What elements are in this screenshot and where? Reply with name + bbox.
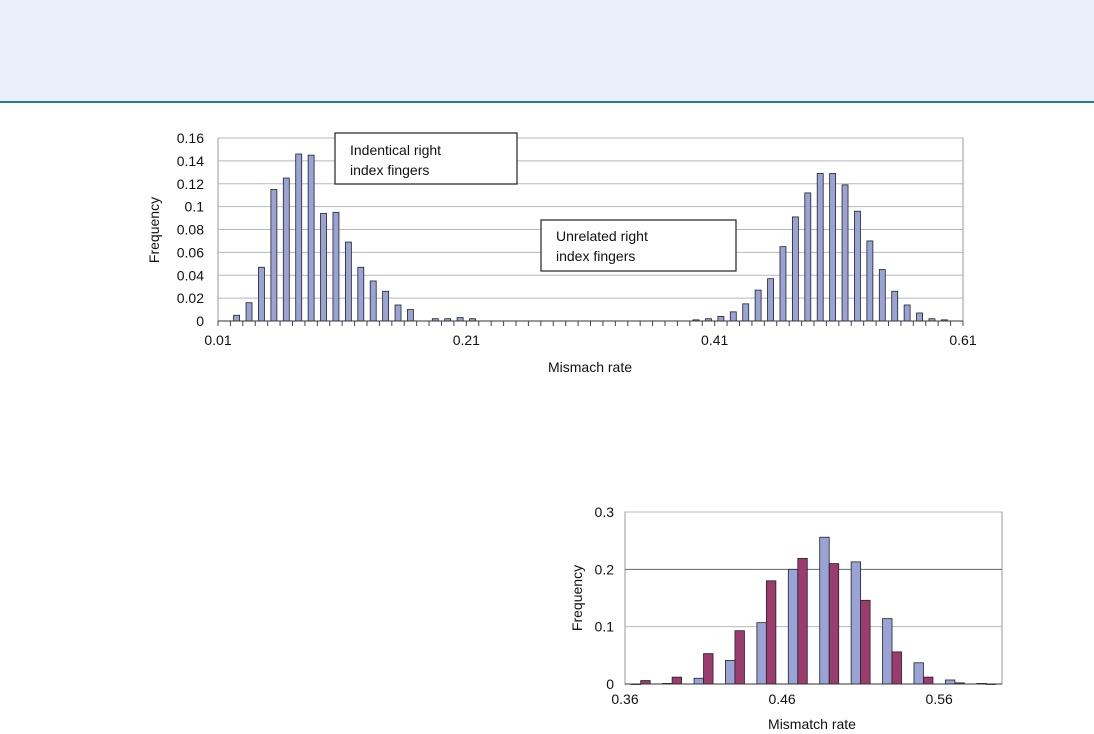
annotation-identical-line-2: index fingers bbox=[350, 162, 429, 178]
chart-2-bar bbox=[860, 599, 871, 685]
chart-2: 0 0.1 0.2 0.3 0.36 0.46 0.56 Mismatch rate Fr… bbox=[569, 504, 1003, 732]
chart-1-bar bbox=[282, 177, 290, 322]
chart-1-bar bbox=[344, 241, 352, 322]
chart-2-y-axis-title: Frequency bbox=[569, 565, 585, 631]
chart-1-bar bbox=[903, 304, 911, 322]
chart-1-y-tick-label: 0.14 bbox=[177, 153, 204, 169]
chart-2-bar bbox=[765, 580, 777, 685]
chart-1-y-tick-label: 0.08 bbox=[177, 222, 204, 238]
chart-1-y-tick-label: 0.02 bbox=[177, 290, 204, 306]
chart-2-bar bbox=[703, 653, 714, 685]
chart-1-bar bbox=[854, 210, 861, 322]
chart-1-y-tick-label: 0.06 bbox=[177, 244, 204, 260]
chart-1-x-ticks bbox=[217, 321, 964, 326]
chart-1-bar bbox=[804, 192, 812, 322]
chart-1-y-tick-label: 0.16 bbox=[177, 130, 204, 146]
chart-1-bar bbox=[816, 173, 824, 322]
chart-1-bar bbox=[754, 289, 762, 322]
chart-2-bar bbox=[850, 561, 862, 685]
chart-1-bar bbox=[878, 269, 886, 322]
top-rule bbox=[0, 101, 1094, 103]
chart-1-bar bbox=[841, 184, 849, 322]
chart-2-bar bbox=[734, 630, 745, 685]
chart-1-bar bbox=[742, 303, 750, 322]
chart-1-bar bbox=[307, 154, 315, 322]
chart-1-bar bbox=[382, 290, 390, 322]
chart-1-bar bbox=[320, 213, 327, 322]
chart-2-bar bbox=[787, 568, 799, 685]
chart-1-x-tick-label: 0.01 bbox=[204, 332, 231, 348]
chart-1-x-tick-label: 0.41 bbox=[701, 332, 728, 348]
chart-1-x-tick-label: 0.61 bbox=[949, 332, 976, 348]
chart-1-bar bbox=[866, 240, 874, 322]
chart-1-bar bbox=[233, 314, 241, 322]
chart-1-y-tick-labels: 0 0.02 0.04 0.06 0.08 0.1 0.12 0.14 0.16 bbox=[177, 130, 204, 329]
chart-2-x-tick-label: 0.46 bbox=[768, 691, 795, 707]
chart-1-bar bbox=[891, 290, 899, 322]
chart-1-y-axis-title: Frequency bbox=[146, 197, 162, 263]
chart-2-bar bbox=[693, 677, 704, 685]
chart-2-y-tick-label: 0 bbox=[606, 676, 614, 692]
annotation-unrelated-line-2: index fingers bbox=[556, 248, 635, 264]
annotation-identical-line-1: Indentical right bbox=[350, 142, 441, 158]
chart-2-gridlines bbox=[625, 511, 1002, 628]
chart-1-y-tick-label: 0.04 bbox=[177, 267, 204, 283]
chart-1-bars bbox=[233, 153, 948, 322]
annotation-box-unrelated bbox=[540, 219, 737, 272]
chart-1: 0 0.02 0.04 0.06 0.08 0.1 0.12 0.14 0.16 0.01 0.2… bbox=[146, 130, 977, 375]
chart-2-bar bbox=[828, 563, 840, 685]
top-banner bbox=[0, 0, 1094, 101]
chart-2-bar bbox=[913, 662, 924, 685]
chart-2-bar bbox=[797, 558, 808, 685]
chart-2-bar bbox=[891, 651, 902, 685]
chart-1-bar bbox=[717, 316, 725, 322]
chart-1-bar bbox=[729, 311, 737, 322]
chart-2-bar bbox=[725, 660, 736, 685]
chart-2-y-tick-label: 0.2 bbox=[595, 561, 615, 577]
chart-1-x-tick-label: 0.21 bbox=[453, 332, 480, 348]
chart-1-bar bbox=[245, 302, 253, 322]
chart-1-bar bbox=[829, 173, 837, 322]
chart-1-bar bbox=[258, 266, 265, 322]
chart-2-y-tick-labels: 0 0.1 0.2 0.3 bbox=[595, 504, 615, 692]
chart-1-bar bbox=[295, 153, 303, 322]
chart-2-bar bbox=[640, 680, 651, 685]
chart-2-y-tick-label: 0.1 bbox=[595, 619, 615, 635]
chart-1-x-axis-title: Mismach rate bbox=[548, 359, 632, 375]
chart-1-y-tick-label: 0.12 bbox=[177, 176, 204, 192]
chart-1-x-tick-labels: 0.01 0.21 0.41 0.61 bbox=[204, 332, 976, 348]
chart-1-y-tick-label: 0.1 bbox=[185, 199, 205, 215]
chart-2-y-tick-label: 0.3 bbox=[595, 504, 615, 520]
chart-2-bar bbox=[756, 622, 767, 685]
chart-2-x-tick-labels: 0.36 0.46 0.56 bbox=[611, 691, 953, 707]
chart-2-x-tick-label: 0.56 bbox=[926, 691, 953, 707]
chart-1-bar bbox=[332, 211, 340, 322]
chart-1-bar bbox=[767, 278, 774, 322]
chart-2-x-tick-label: 0.36 bbox=[611, 691, 638, 707]
annotation-unrelated-line-1: Unrelated right bbox=[556, 228, 648, 244]
chart-1-bar bbox=[456, 317, 464, 322]
annotation-box-identical bbox=[334, 132, 518, 185]
chart-1-y-tick-label: 0 bbox=[196, 313, 204, 329]
chart-2-bar bbox=[819, 536, 830, 685]
chart-1-bar bbox=[357, 266, 365, 322]
chart-2-bar bbox=[671, 676, 683, 685]
chart-1-bar bbox=[407, 309, 414, 322]
chart-2-bar bbox=[944, 679, 956, 685]
chart-2-bar bbox=[923, 676, 934, 685]
chart-1-bar bbox=[394, 304, 402, 322]
chart-2-plot-area bbox=[624, 511, 1003, 685]
chart-1-bar bbox=[369, 280, 377, 322]
chart-2-bar bbox=[882, 618, 893, 685]
chart-1-bar bbox=[791, 216, 799, 322]
chart-1-bar bbox=[270, 189, 278, 322]
chart-1-bar bbox=[916, 312, 923, 322]
chart-1-bar bbox=[779, 246, 787, 322]
chart-2-x-axis-title: Mismatch rate bbox=[768, 716, 856, 732]
